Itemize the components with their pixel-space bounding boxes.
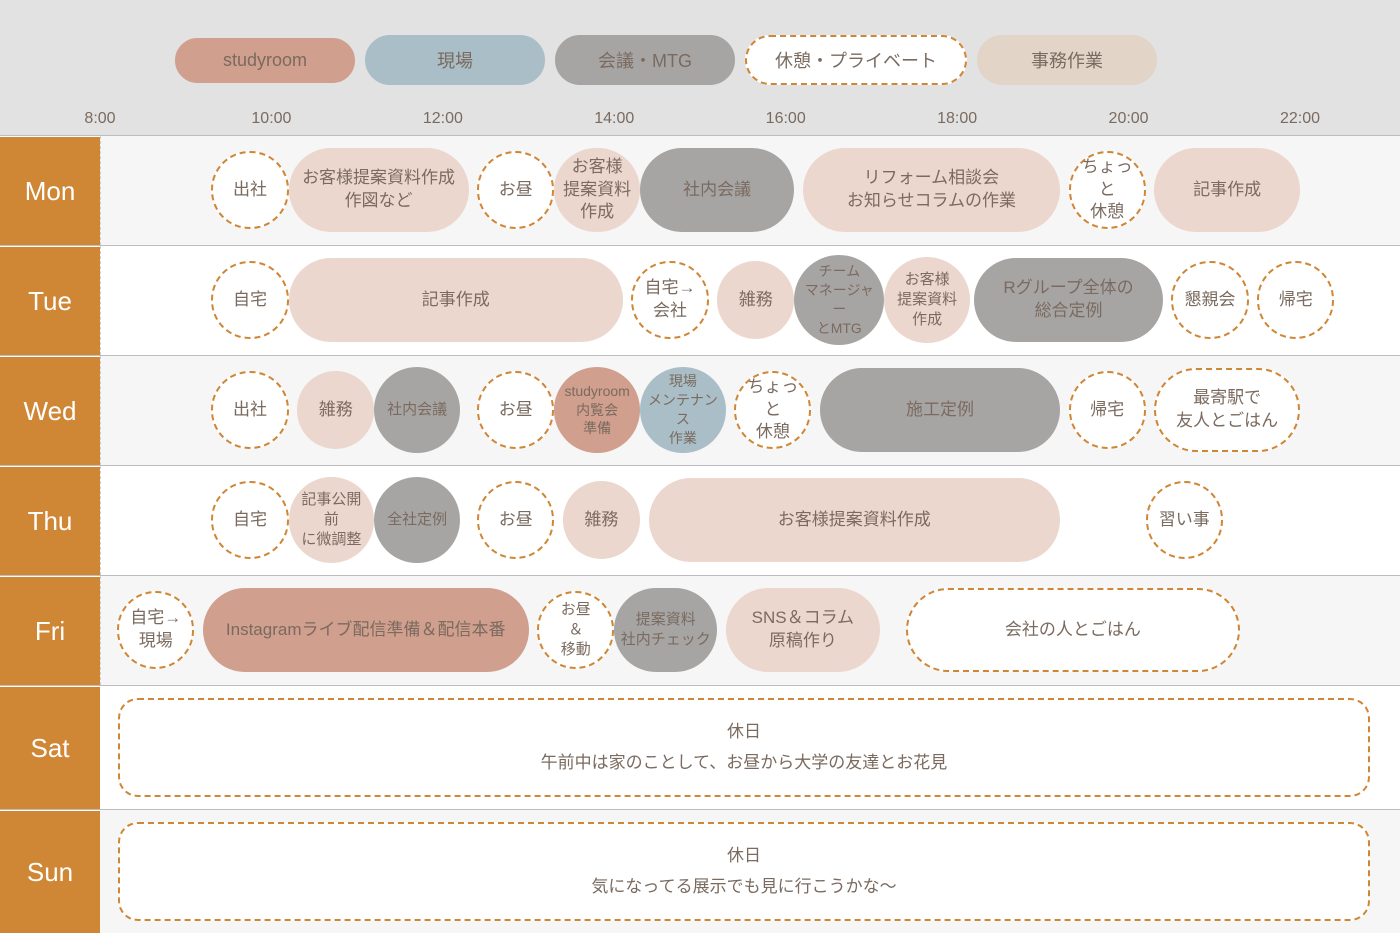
full-day-desc: 午前中は家のことして、お昼から大学の友達とお花見 — [541, 748, 948, 779]
schedule-event: お昼 — [477, 151, 554, 228]
hour-line — [100, 576, 101, 685]
schedule-grid: MonTueWedThuFriSat休日午前中は家のことして、お昼から大学の友達… — [0, 135, 1400, 933]
schedule-event: 社内会議 — [640, 148, 794, 232]
schedule-event: 帰宅 — [1257, 261, 1334, 338]
day-label: Sat — [0, 686, 100, 809]
day-label: Tue — [0, 246, 100, 355]
schedule-event: 自宅→現場 — [117, 591, 194, 668]
schedule-event: お客様提案資料作成 — [554, 148, 640, 232]
time-label: 18:00 — [937, 110, 977, 128]
schedule-event: 会社の人とごはん — [906, 588, 1240, 672]
schedule-event: 雑務 — [717, 261, 794, 338]
legend-item: 事務作業 — [977, 35, 1157, 85]
legend-item: studyroom — [175, 38, 355, 83]
schedule-event: Rグループ全体の総合定例 — [974, 258, 1163, 342]
schedule-event: お昼 — [477, 481, 554, 558]
full-day-desc: 気になってる展示でも見に行こうかな〜 — [591, 872, 896, 903]
hour-line — [100, 246, 101, 355]
day-row: Sun休日気になってる展示でも見に行こうかな〜 — [0, 809, 1400, 933]
schedule-event: 記事公開前に微調整 — [289, 477, 375, 563]
schedule-event: チームマネージャーとMTG — [794, 255, 884, 345]
schedule-event: 出社 — [211, 371, 288, 448]
schedule-event: studyroom内覧会準備 — [554, 367, 640, 453]
day-label: Mon — [0, 136, 100, 245]
schedule-event: 提案資料社内チェック — [614, 588, 717, 672]
hour-line — [100, 356, 101, 465]
schedule-event: ちょっと休憩 — [1069, 151, 1146, 228]
time-label: 20:00 — [1109, 110, 1149, 128]
schedule-event: 施工定例 — [820, 368, 1060, 452]
schedule-event: お昼 — [477, 371, 554, 448]
day-label: Sun — [0, 810, 100, 933]
schedule-event: 最寄駅で友人とごはん — [1154, 368, 1300, 452]
schedule-event: 雑務 — [563, 481, 640, 558]
schedule-event: ちょっと休憩 — [734, 371, 811, 448]
schedule-event: 雑務 — [297, 371, 374, 448]
schedule-event: 自宅 — [211, 481, 288, 558]
day-label: Fri — [0, 576, 100, 685]
schedule-event: Instagramライブ配信準備＆配信本番 — [203, 588, 529, 672]
hour-line — [100, 136, 101, 245]
full-day-title: 休日 — [727, 841, 761, 872]
schedule-event: 記事作成 — [1154, 148, 1300, 232]
schedule-event: お客様提案資料作成 — [884, 257, 970, 343]
time-label: 10:00 — [251, 110, 291, 128]
schedule-event: リフォーム相談会お知らせコラムの作業 — [803, 148, 1060, 232]
schedule-event: 社内会議 — [374, 367, 460, 453]
schedule-event: 自宅→会社 — [631, 261, 708, 338]
weekly-schedule-chart: studyroom現場会議・MTG休憩・プライベート事務作業 8:00 10:00… — [0, 0, 1400, 933]
schedule-event: 帰宅 — [1069, 371, 1146, 448]
full-day-block: 休日午前中は家のことして、お昼から大学の友達とお花見 — [118, 698, 1370, 797]
day-label: Wed — [0, 356, 100, 465]
schedule-event: お昼＆移動 — [537, 591, 614, 668]
schedule-event: 現場メンテナンス作業 — [640, 367, 726, 453]
schedule-event: 懇親会 — [1171, 261, 1248, 338]
schedule-event: お客様提案資料作成作図など — [289, 148, 469, 232]
schedule-event: 全社定例 — [374, 477, 460, 563]
schedule-event: お客様提案資料作成 — [649, 478, 1060, 562]
time-label: 8:00 — [84, 110, 115, 128]
schedule-event: 習い事 — [1146, 481, 1223, 558]
full-day-block: 休日気になってる展示でも見に行こうかな〜 — [118, 822, 1370, 921]
legend-item: 会議・MTG — [555, 35, 735, 85]
schedule-event: 自宅 — [211, 261, 288, 338]
time-label: 14:00 — [594, 110, 634, 128]
legend: studyroom現場会議・MTG休憩・プライベート事務作業 — [175, 35, 1380, 85]
legend-item: 休憩・プライベート — [745, 35, 967, 85]
day-row: Sat休日午前中は家のことして、お昼から大学の友達とお花見 — [0, 685, 1400, 809]
time-label: 16:00 — [766, 110, 806, 128]
schedule-event: 記事作成 — [289, 258, 623, 342]
full-day-title: 休日 — [727, 717, 761, 748]
legend-item: 現場 — [365, 35, 545, 85]
day-label: Thu — [0, 466, 100, 575]
hour-line — [100, 466, 101, 575]
schedule-event: SNS＆コラム原稿作り — [726, 588, 880, 672]
schedule-event: 出社 — [211, 151, 288, 228]
time-label: 22:00 — [1280, 110, 1320, 128]
time-label: 12:00 — [423, 110, 463, 128]
